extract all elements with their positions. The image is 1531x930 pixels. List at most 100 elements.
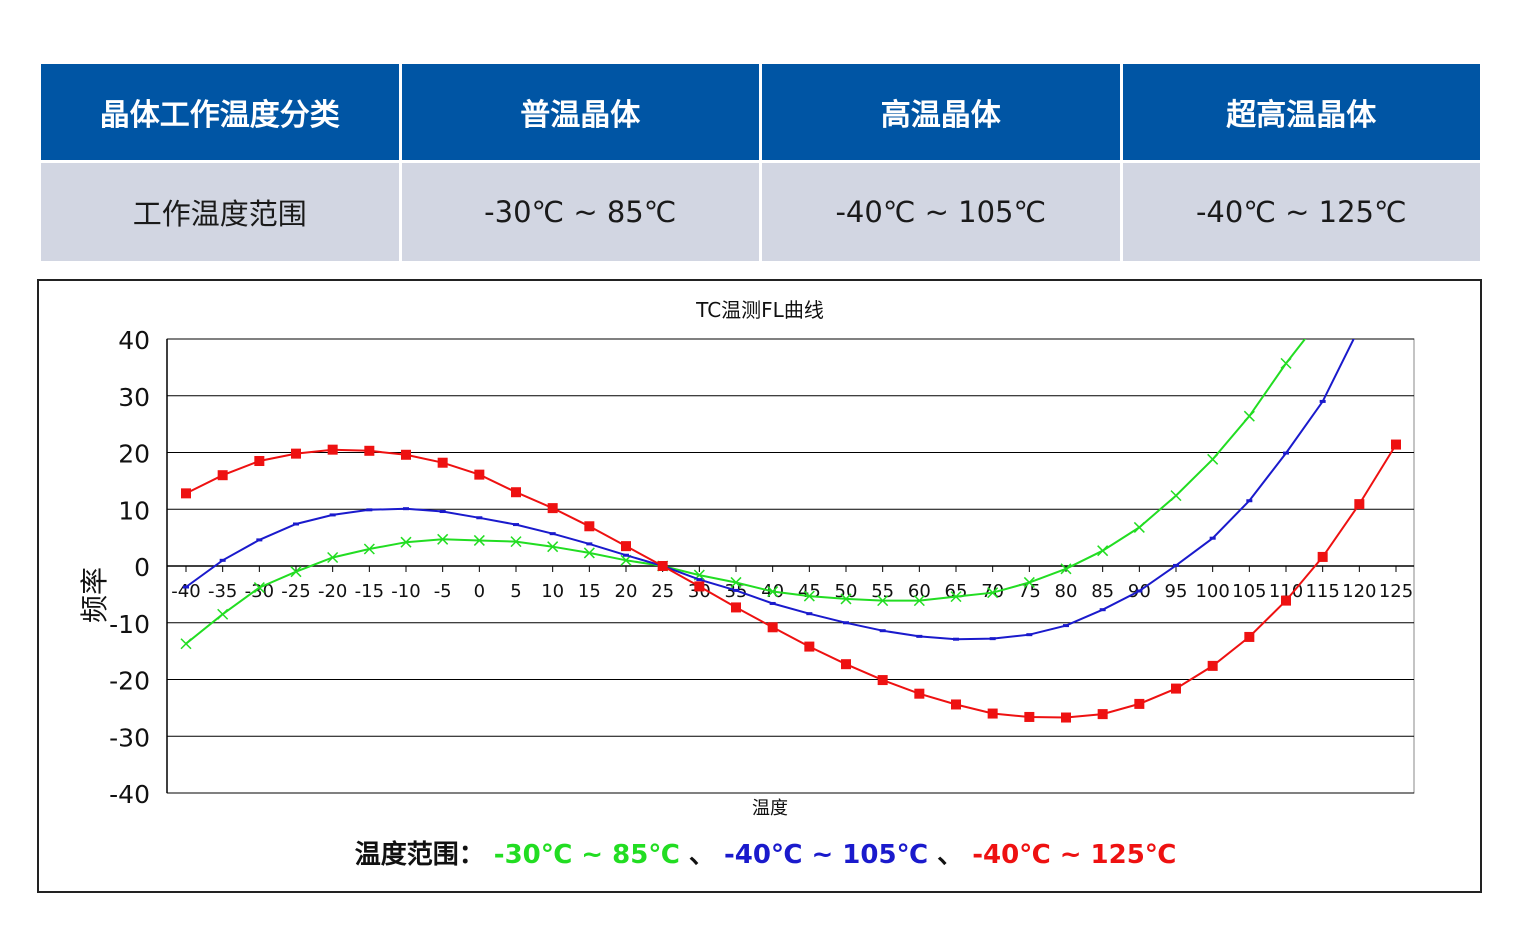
x-tick-label: 30: [688, 581, 711, 602]
x-tick-label: 65: [945, 581, 968, 602]
data-point: [1209, 536, 1216, 540]
x-tick-labels: -40-35-30-25-20-15-10-505101520253035404…: [171, 581, 1413, 602]
y-tick-label: -40: [109, 780, 150, 809]
y-tick-label: 0: [134, 553, 150, 582]
y-tick-label: 10: [118, 496, 150, 525]
data-point: [327, 551, 339, 564]
legend-item-ultra-high: -40℃ ~ 125℃: [972, 840, 1177, 870]
data-point: [584, 521, 595, 532]
table-header-row: 晶体工作温度分类 普温晶体 高温晶体 超高温晶体: [38, 61, 1483, 163]
data-point: [1026, 633, 1033, 637]
data-point: [767, 586, 779, 598]
data-point: [877, 595, 889, 607]
series-group: [181, 439, 1401, 723]
data-point: [476, 516, 483, 520]
data-point: [916, 634, 923, 638]
data-point: [621, 541, 631, 552]
data-point: [806, 612, 813, 616]
data-point: [804, 641, 815, 652]
x-tick-label: 60: [908, 581, 931, 602]
y-tick-label: -30: [109, 723, 150, 752]
x-tick-label: 95: [1165, 581, 1188, 602]
x-tick-label: 45: [798, 581, 821, 602]
header-normal-temp: 普温晶体: [398, 61, 762, 163]
data-point: [290, 566, 302, 578]
data-point: [1243, 410, 1255, 422]
data-point: [1099, 608, 1106, 612]
range-high: -40℃ ~ 105℃: [759, 160, 1123, 264]
data-point: [694, 581, 705, 592]
data-point: [474, 469, 485, 480]
data-point: [987, 708, 998, 719]
data-point: [513, 523, 519, 527]
x-tick-label: 20: [615, 581, 638, 602]
data-point: [1207, 453, 1219, 465]
data-point: [183, 585, 189, 589]
data-point: [803, 590, 815, 602]
header-category: 晶体工作温度分类: [38, 61, 402, 163]
data-point: [510, 536, 522, 548]
table-row: 工作温度范围 -30℃ ~ 85℃ -40℃ ~ 105℃ -40℃ ~ 125…: [38, 160, 1483, 264]
series-line: [185, 339, 1307, 645]
data-point: [291, 448, 301, 459]
x-tick-label: 10: [541, 581, 564, 602]
data-point: [366, 508, 373, 512]
data-point: [913, 595, 925, 607]
data-point: [437, 533, 449, 545]
series-group: [180, 339, 1307, 650]
x-tick-label: 75: [1018, 581, 1041, 602]
legend-item-high: -40℃ ~ 105℃: [723, 840, 929, 870]
data-point: [696, 578, 703, 582]
data-point: [989, 637, 996, 641]
y-tick-label: -10: [109, 610, 150, 639]
data-point: [1133, 521, 1145, 533]
legend-item-normal: -30℃ ~ 85℃: [493, 840, 680, 870]
data-point: [181, 488, 191, 499]
x-tick-label: -20: [318, 581, 347, 602]
data-point: [733, 588, 739, 592]
data-point: [364, 445, 375, 456]
legend-separator: 、: [688, 840, 715, 870]
data-point: [583, 547, 595, 559]
y-tick-label: 30: [118, 383, 150, 412]
data-point: [1060, 563, 1072, 575]
row-label: 工作温度范围: [38, 160, 402, 264]
x-tick-label: -10: [391, 581, 420, 602]
x-tick-label: -5: [434, 581, 452, 602]
data-point: [256, 538, 263, 542]
data-point: [403, 507, 409, 511]
legend-prefix: 温度范围：: [354, 840, 485, 870]
range-normal: -30℃ ~ 85℃: [398, 160, 762, 264]
data-point: [841, 659, 851, 670]
data-point: [1097, 709, 1108, 720]
data-point: [400, 536, 412, 548]
data-point: [1317, 551, 1328, 562]
data-point: [363, 543, 375, 555]
data-point: [217, 470, 228, 481]
data-point: [511, 487, 521, 498]
data-point: [1283, 451, 1289, 455]
data-point: [879, 629, 886, 633]
x-tick-label: -40: [171, 581, 200, 602]
x-tick-label: 120: [1342, 581, 1376, 602]
x-tick-label: 55: [871, 581, 894, 602]
x-tick-label: 125: [1379, 581, 1413, 602]
x-tick-label: -35: [208, 581, 237, 602]
grid-lines: [166, 338, 1415, 794]
data-point: [1281, 595, 1291, 606]
data-point: [1391, 439, 1401, 450]
data-point: [987, 587, 999, 599]
data-point: [767, 622, 778, 633]
legend: 温度范围： -30℃ ~ 85℃ 、 -40℃ ~ 105℃ 、 -40℃ ~ …: [0, 834, 1531, 871]
x-tick-label: -15: [355, 581, 384, 602]
x-tick-label: 0: [474, 581, 485, 602]
x-tick-label: -25: [281, 581, 310, 602]
data-point: [730, 576, 742, 588]
data-point: [1134, 698, 1145, 709]
header-high-temp: 高温晶体: [759, 61, 1123, 163]
data-point: [657, 561, 668, 571]
data-point: [217, 608, 229, 620]
data-point: [1063, 624, 1069, 628]
data-point: [769, 601, 776, 605]
